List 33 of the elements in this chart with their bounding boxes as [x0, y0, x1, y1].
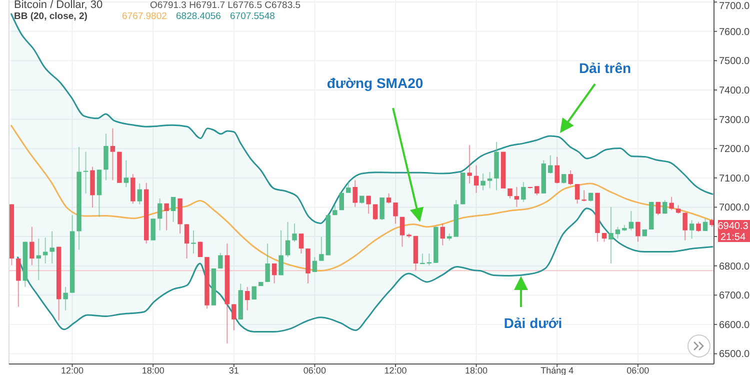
- y-tick-label: 6800.0: [719, 261, 750, 272]
- annotation: BB (20, close, 2): [14, 11, 88, 22]
- x-tick-label: 31: [228, 366, 239, 375]
- y-tick-label: 7700.0: [719, 1, 750, 12]
- chart-title: Bitcoin / Dollar, 30: [14, 0, 103, 11]
- y-tick-label: 7000.0: [719, 202, 750, 214]
- text: 21:54: [720, 232, 746, 243]
- annotation: O6791.3 H6791.7 L6776.5 C6783.5: [150, 0, 301, 11]
- x-tick-label: 12:00: [61, 366, 84, 375]
- y-tick-label: 6500.0: [719, 349, 750, 360]
- x-tick-label: 12:00: [384, 366, 407, 375]
- annotation: 6707.5548: [230, 11, 275, 22]
- y-tick-label: 7400.0: [719, 85, 750, 96]
- annotation: đường SMA20: [326, 75, 424, 91]
- text: 6940.3: [718, 221, 749, 232]
- annotation: Dải dưới: [504, 315, 562, 331]
- y-tick-label: 7300.0: [719, 114, 750, 126]
- candlestick: [150, 218, 156, 241]
- annotation: Dải trên: [578, 60, 632, 76]
- y-tick-label: 7200.0: [719, 144, 750, 156]
- x-tick-label: 18:00: [465, 366, 488, 375]
- x-tick-label: 06:00: [303, 366, 326, 375]
- x-tick-label: 06:00: [626, 366, 650, 375]
- candlestick: [380, 197, 384, 221]
- annotation: 6767.9802: [122, 11, 167, 22]
- y-tick-label: 7500.0: [719, 56, 750, 68]
- y-tick-label: 6700.0: [719, 290, 750, 302]
- y-tick-label: 7600.0: [719, 26, 750, 38]
- x-tick-label: 18:00: [142, 366, 164, 375]
- y-tick-label: 6600.0: [719, 320, 750, 331]
- x-tick-label: Tháng 4: [540, 366, 574, 375]
- annotation: 6828.4056: [176, 11, 221, 22]
- y-tick-label: 7100.0: [719, 173, 750, 184]
